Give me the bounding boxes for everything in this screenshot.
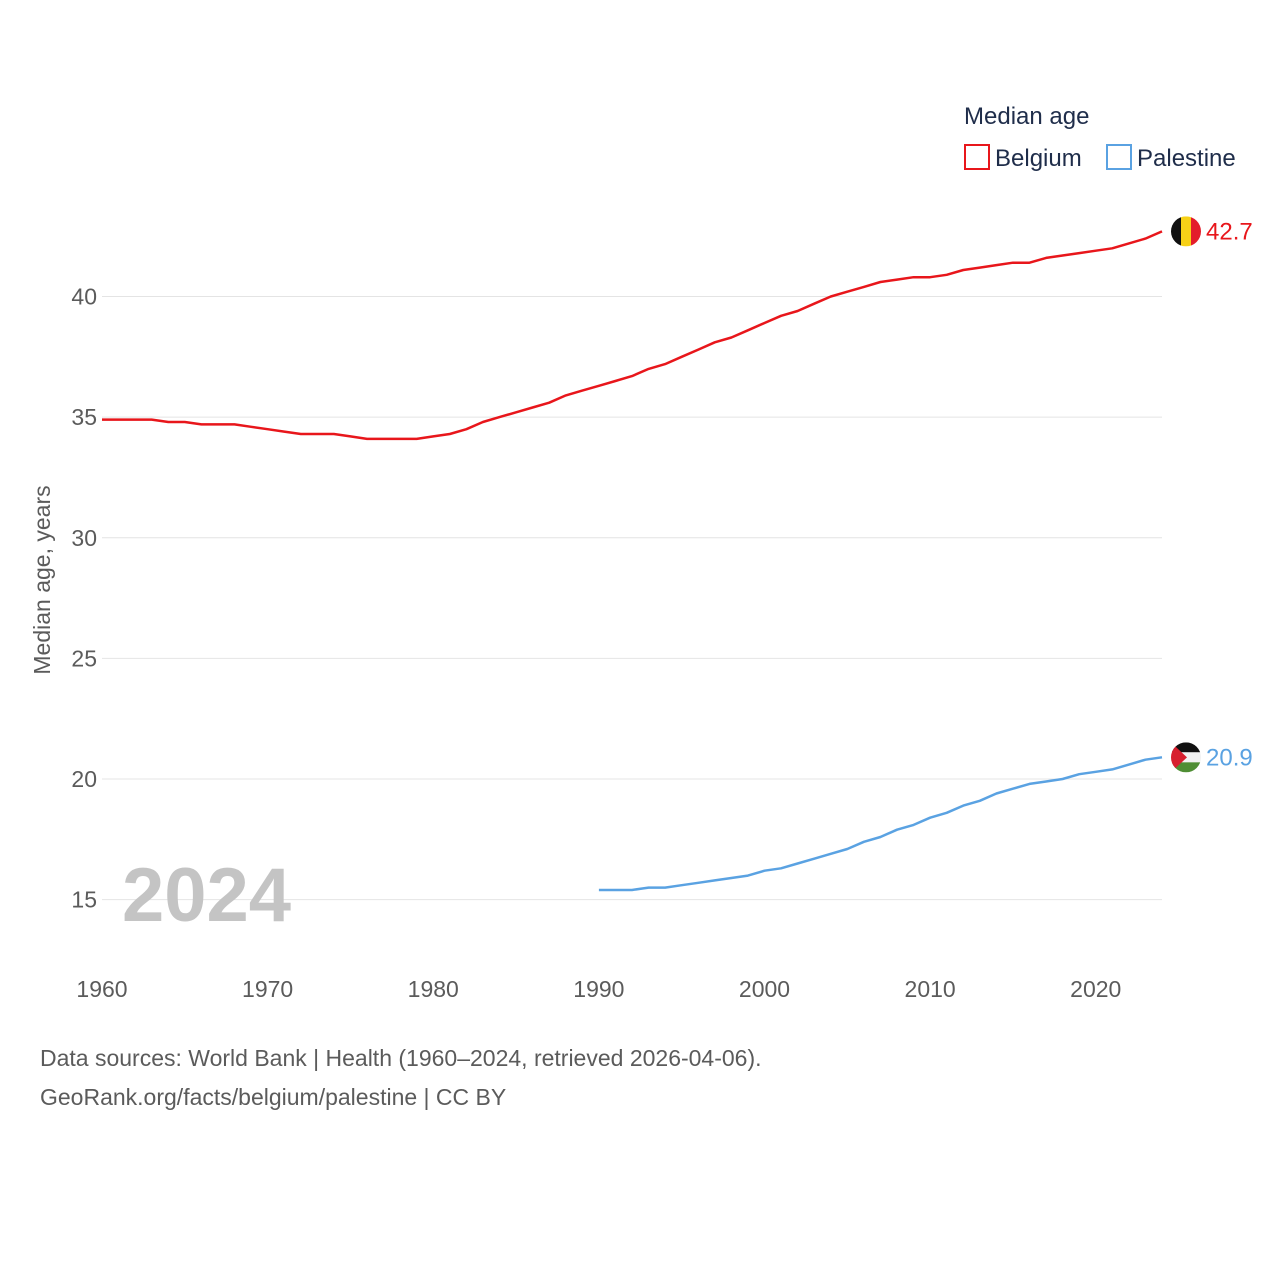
source-line: Data sources: World Bank | Health (1960–… [40,1045,762,1071]
y-tick-label: 20 [71,766,97,792]
x-tick-label: 2020 [1070,976,1121,1002]
y-tick-label: 30 [71,525,97,551]
year-watermark: 2024 [122,853,291,938]
source-link[interactable]: GeoRank.org/facts/belgium/palestine | CC… [40,1084,507,1110]
series-line-palestine[interactable] [598,756,1163,892]
end-label-palestine: 20.9 [1206,744,1253,771]
x-tick-label: 1970 [242,976,293,1002]
series-lines [102,230,1163,892]
legend-swatch-belgium[interactable] [964,144,990,170]
legend-label-palestine[interactable]: Palestine [1137,145,1236,172]
legend-swatch-palestine[interactable] [1106,144,1132,170]
legend[interactable]: Median age Belgium Palestine [964,103,1236,172]
x-tick-label: 2000 [739,976,790,1002]
gridlines [102,296,1162,901]
y-axis-title: Median age, years [29,485,55,674]
series-end-markers: 42.7 20.9 [1171,216,1253,773]
x-axis-ticks: 1960 1970 1980 1990 2000 2010 2020 [76,976,1121,1002]
y-tick-label: 35 [71,404,97,430]
y-axis-ticks: 15 20 25 30 35 40 [71,284,97,913]
belgium-flag-icon [1171,216,1201,247]
legend-title: Median age [964,103,1089,130]
y-tick-label: 40 [71,284,97,310]
end-label-belgium: 42.7 [1206,218,1253,245]
series-line-belgium[interactable] [102,230,1163,441]
x-tick-label: 1960 [76,976,127,1002]
x-tick-label: 1990 [573,976,624,1002]
x-tick-label: 2010 [905,976,956,1002]
x-tick-label: 1980 [408,976,459,1002]
y-tick-label: 25 [71,645,97,671]
y-tick-label: 15 [71,887,97,913]
palestine-flag-icon [1171,742,1201,773]
legend-label-belgium[interactable]: Belgium [995,145,1082,172]
